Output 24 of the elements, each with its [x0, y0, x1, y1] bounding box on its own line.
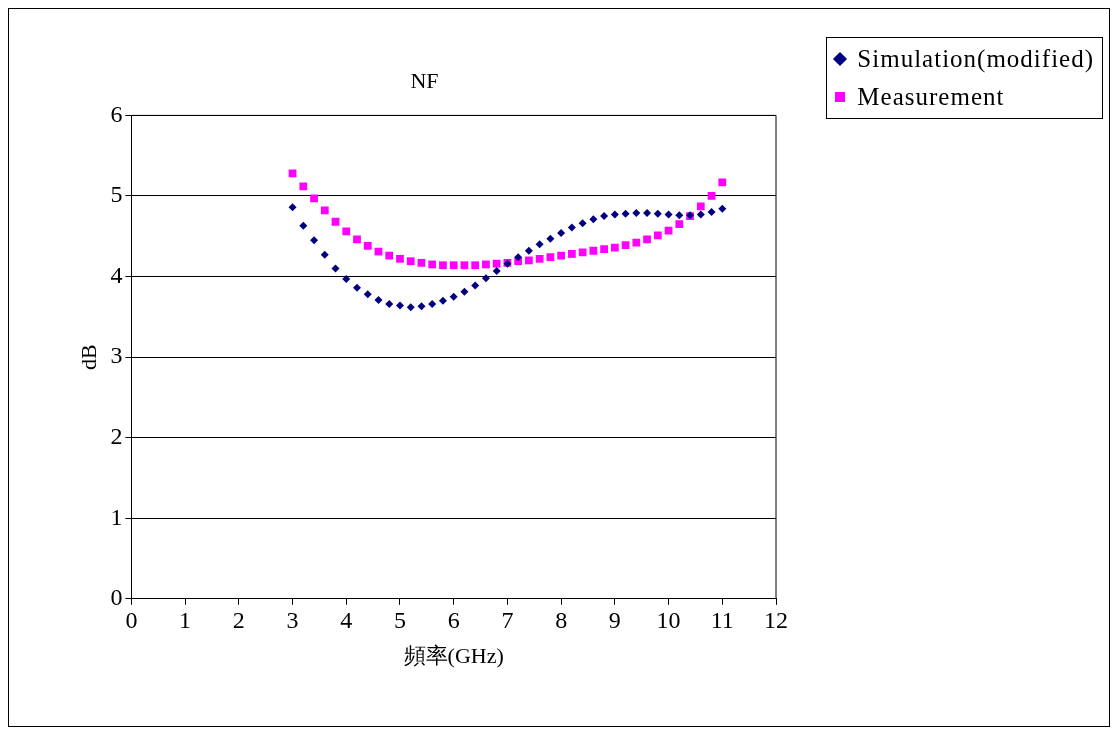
x-tick-label: 11 — [710, 607, 734, 634]
y-tick-label: 4 — [110, 261, 123, 288]
legend-label: Measurement — [857, 82, 1005, 112]
x-tick-label: 2 — [232, 607, 245, 634]
x-axis-title: 頻率(GHz) — [403, 642, 504, 668]
x-tick-label: 7 — [501, 607, 514, 634]
chart-title: NF — [410, 67, 439, 93]
x-tick-label: 4 — [340, 607, 353, 634]
y-tick-label: 0 — [110, 584, 123, 611]
y-axis-title: dB — [75, 344, 101, 370]
y-tick-label: 6 — [110, 100, 123, 127]
x-tick-label: 6 — [447, 607, 460, 634]
x-tick-label: 8 — [555, 607, 568, 634]
y-tick-label: 1 — [110, 503, 123, 530]
y-tick-label: 5 — [110, 181, 123, 208]
x-tick-label: 12 — [764, 607, 788, 634]
y-tick-label: 2 — [110, 422, 123, 449]
x-tick-label: 10 — [656, 607, 681, 634]
x-tick-label: 9 — [608, 607, 621, 634]
x-tick-label: 1 — [179, 607, 192, 634]
legend-label: Simulation(modified) — [857, 44, 1094, 75]
x-tick-label: 5 — [393, 607, 406, 634]
y-tick-label: 3 — [110, 342, 123, 369]
x-tick-label: 3 — [286, 607, 299, 634]
